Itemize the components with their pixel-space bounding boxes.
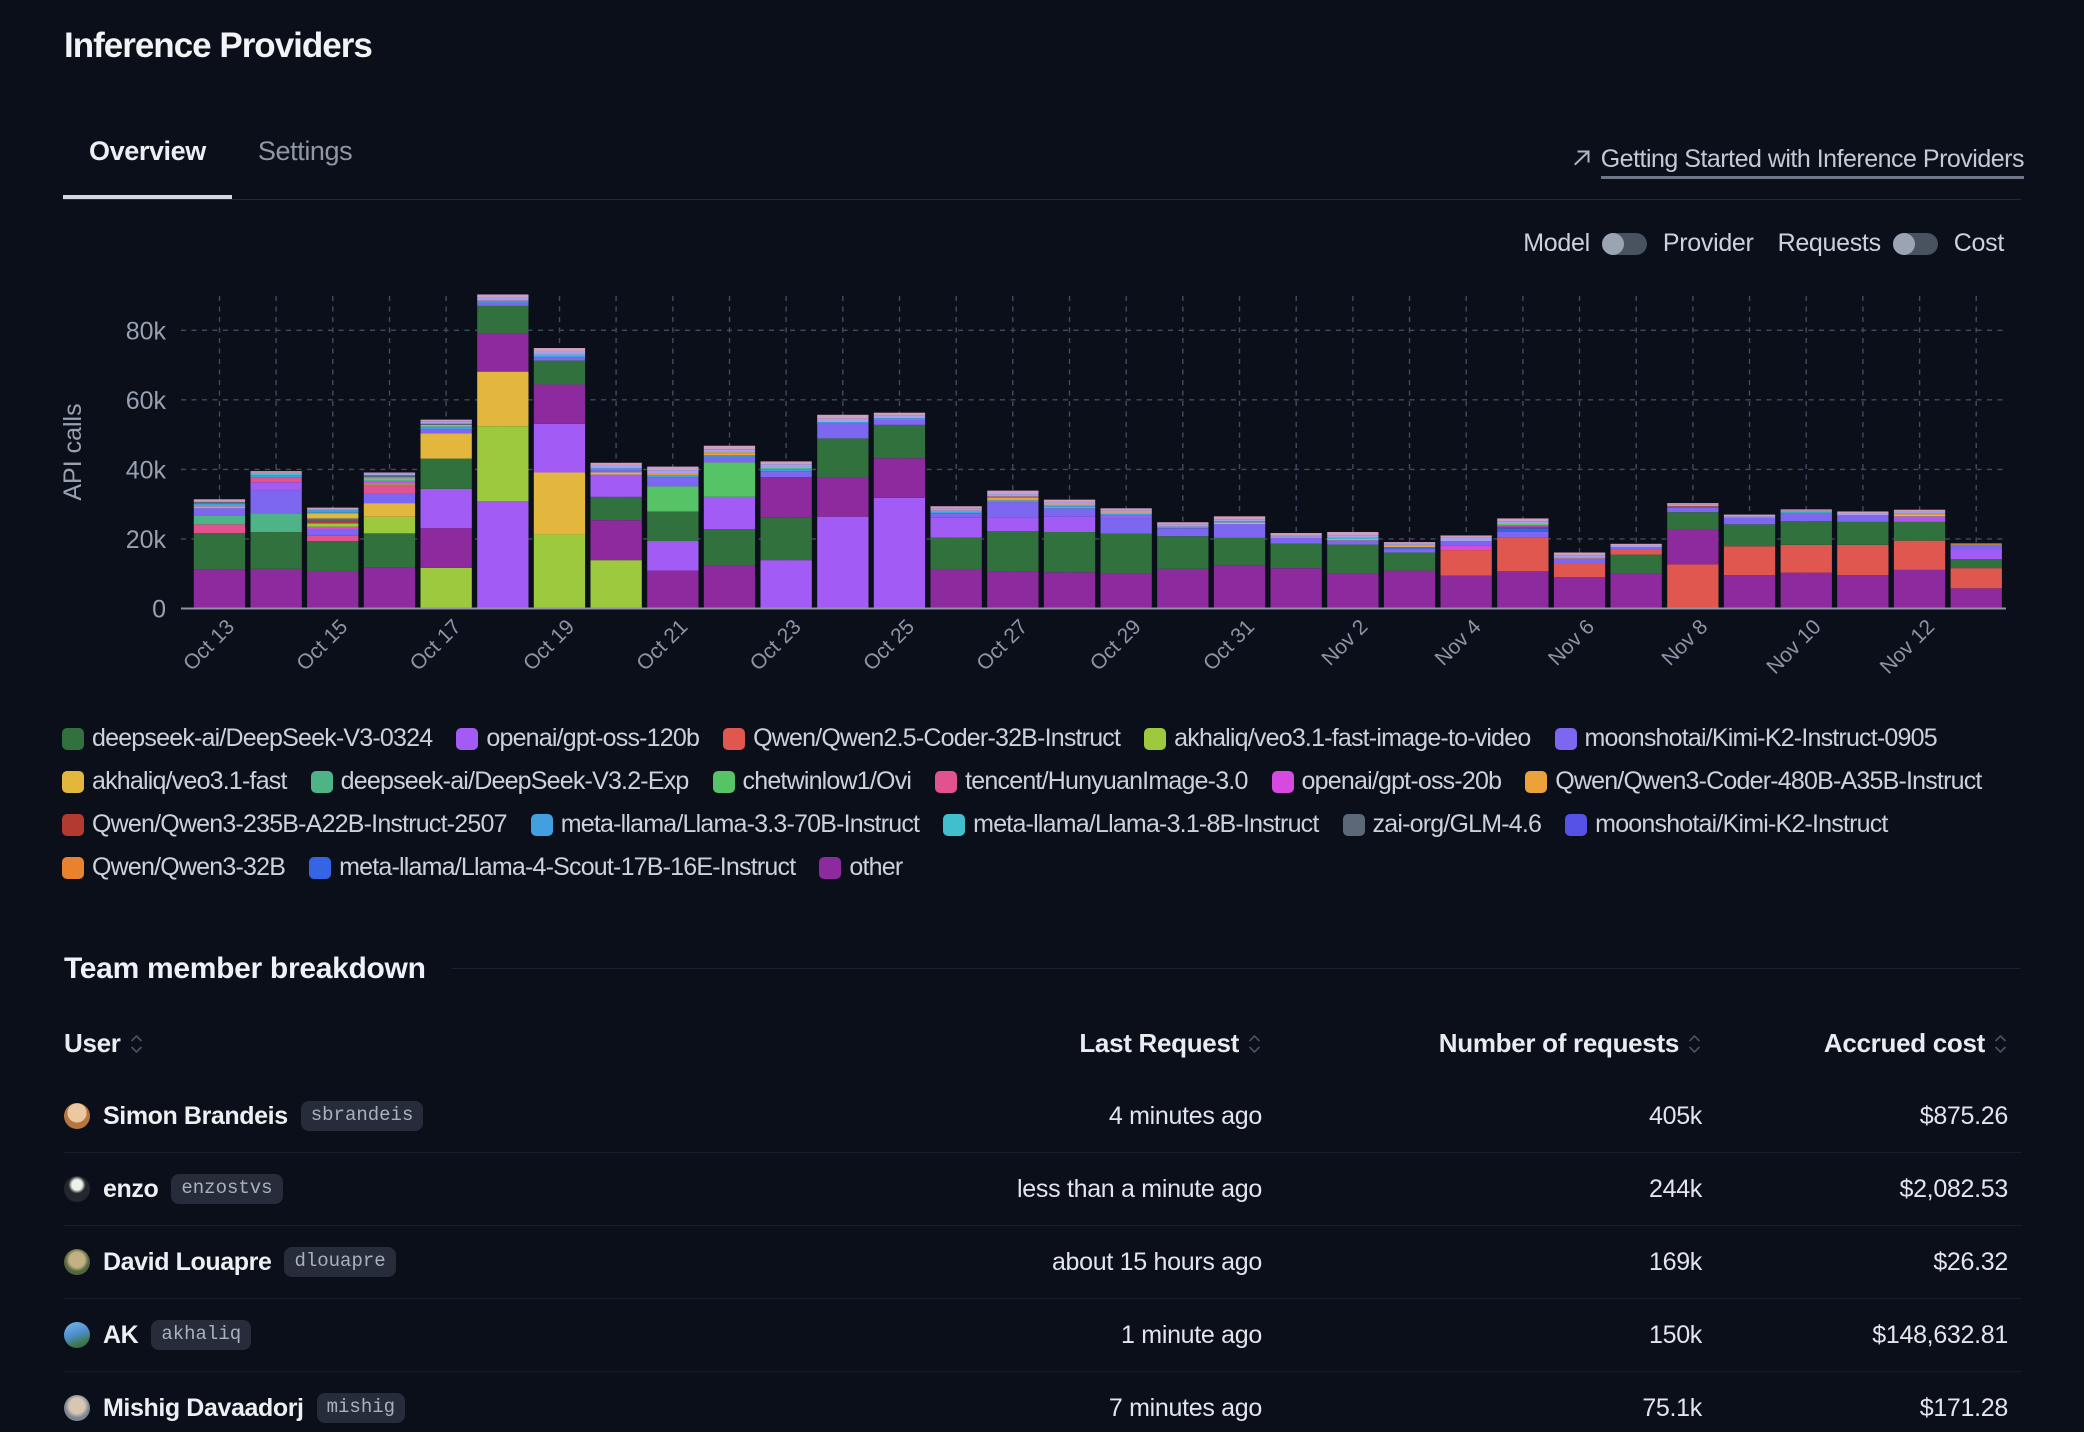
svg-text:Nov 6: Nov 6 bbox=[1544, 615, 1599, 670]
svg-text:Nov 2: Nov 2 bbox=[1317, 615, 1372, 670]
svg-text:20k: 20k bbox=[126, 526, 167, 554]
svg-text:0: 0 bbox=[152, 596, 166, 624]
svg-text:API calls: API calls bbox=[59, 403, 87, 500]
svg-text:40k: 40k bbox=[126, 456, 167, 484]
svg-text:60k: 60k bbox=[126, 387, 167, 415]
svg-text:Oct 25: Oct 25 bbox=[859, 615, 919, 675]
svg-text:Nov 12: Nov 12 bbox=[1876, 615, 1939, 678]
svg-text:Oct 27: Oct 27 bbox=[972, 615, 1032, 675]
svg-text:Nov 8: Nov 8 bbox=[1657, 615, 1712, 670]
svg-text:Nov 10: Nov 10 bbox=[1762, 615, 1825, 678]
svg-text:Oct 13: Oct 13 bbox=[179, 615, 239, 675]
svg-text:Oct 19: Oct 19 bbox=[519, 615, 579, 675]
svg-text:Oct 21: Oct 21 bbox=[632, 615, 692, 675]
svg-text:Oct 17: Oct 17 bbox=[406, 615, 466, 675]
svg-text:80k: 80k bbox=[126, 317, 167, 345]
svg-text:Oct 23: Oct 23 bbox=[746, 615, 806, 675]
svg-text:Nov 4: Nov 4 bbox=[1431, 615, 1486, 670]
svg-text:Oct 29: Oct 29 bbox=[1086, 615, 1146, 675]
svg-text:Oct 31: Oct 31 bbox=[1199, 615, 1259, 675]
svg-text:Oct 15: Oct 15 bbox=[292, 615, 352, 675]
